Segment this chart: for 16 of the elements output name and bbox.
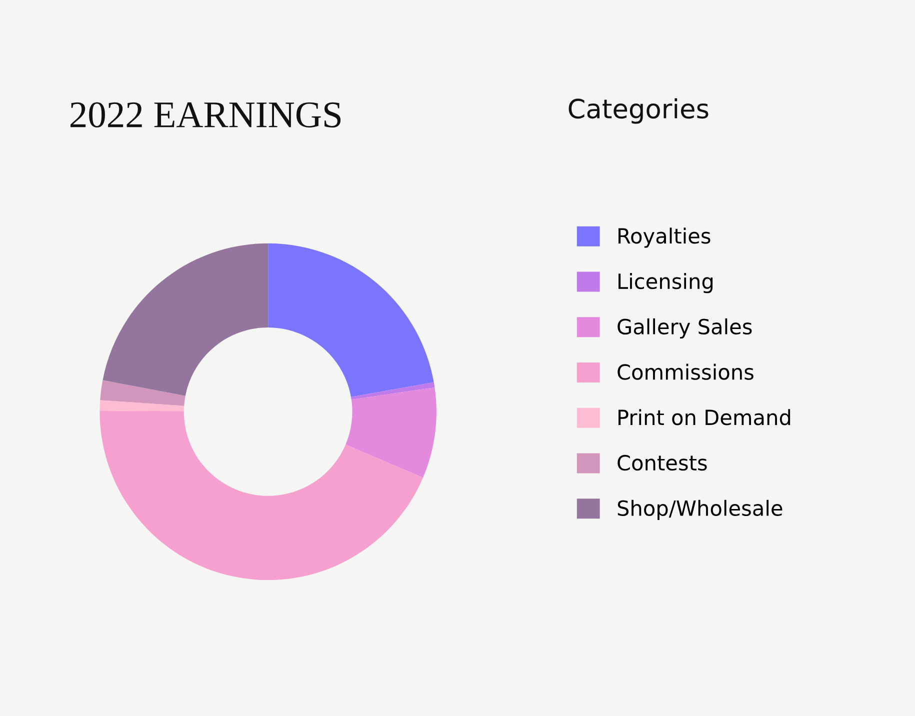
legend-label: Licensing	[618, 273, 713, 294]
donut-slice	[102, 243, 268, 396]
legend-label: Commissions	[618, 364, 754, 380]
donut-slice	[350, 382, 435, 400]
legend-label: Contests	[618, 454, 707, 471]
legend-label: Royalties	[618, 228, 710, 248]
donut-slice	[268, 243, 434, 397]
donut-slice	[346, 387, 436, 478]
legend-label: Gallery Sales	[618, 318, 752, 339]
legend-label: Shop/Wholesale	[618, 500, 782, 520]
legend-title: Categories	[568, 98, 708, 124]
legend-label: Print on Demand	[618, 409, 790, 426]
chart-title: 2022 EARNINGS	[70, 102, 341, 128]
donut-slice	[100, 410, 424, 580]
donut-slice	[100, 380, 186, 406]
donut-slice	[100, 400, 184, 412]
